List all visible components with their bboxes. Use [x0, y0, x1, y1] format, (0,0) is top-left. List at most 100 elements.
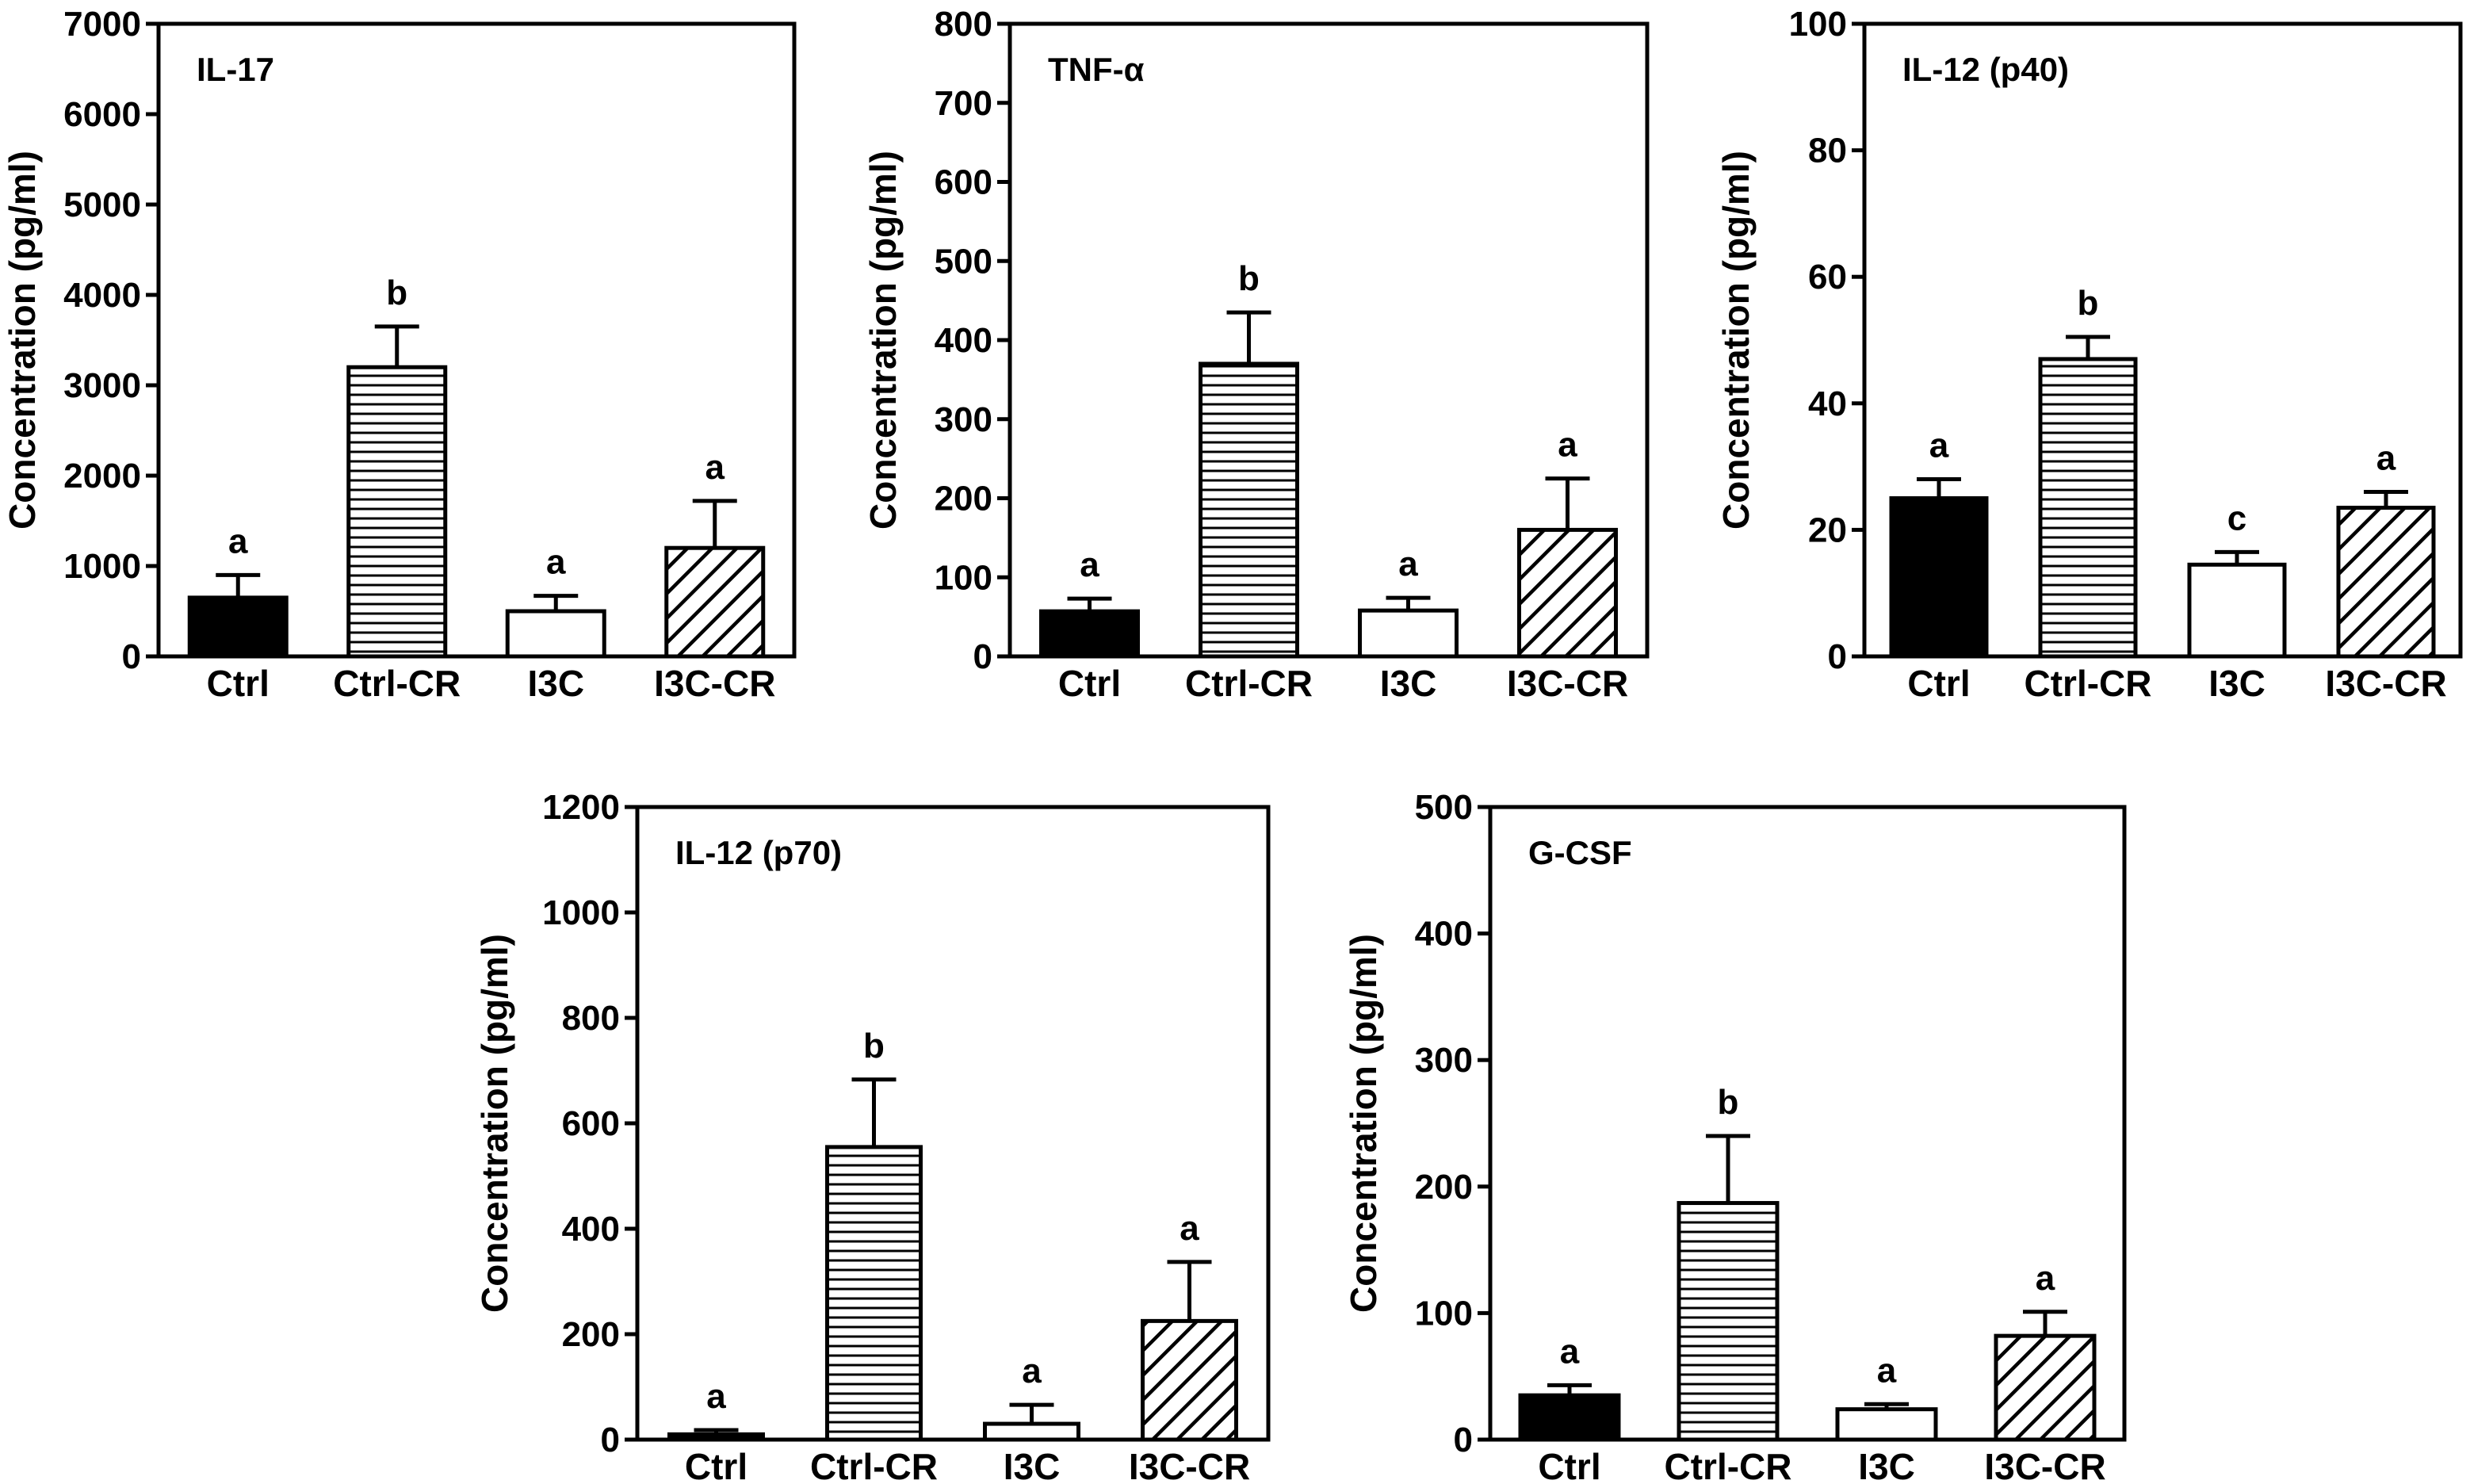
significance-letter: b	[863, 1027, 885, 1065]
significance-letter: a	[706, 1377, 726, 1416]
y-tick-label: 100	[1789, 5, 1847, 44]
significance-letter: a	[2036, 1259, 2055, 1298]
significance-letter: a	[1877, 1351, 1897, 1390]
x-category-label: Ctrl	[1058, 663, 1121, 704]
y-tick-label: 0	[1828, 637, 1847, 676]
x-category-label: Ctrl	[1538, 1446, 1600, 1484]
y-tick-label: 700	[935, 84, 992, 123]
x-category-label: I3C	[1380, 663, 1437, 704]
y-tick-label: 500	[935, 242, 992, 281]
bar-ctrl-cr	[1677, 1201, 1780, 1442]
bar-i3c	[983, 1421, 1080, 1442]
x-category-label: I3C-CR	[1129, 1446, 1250, 1484]
significance-letter: a	[1080, 545, 1099, 584]
y-axis-label: Concentration (pg/ml)	[1715, 151, 1757, 530]
x-category-label: Ctrl-CR	[810, 1446, 938, 1484]
bar-ctrl	[1889, 496, 1989, 659]
y-axis-label: Concentration (pg/ml)	[2, 151, 43, 530]
y-tick-label: 80	[1808, 132, 1847, 170]
x-category-label: Ctrl-CR	[333, 663, 461, 704]
y-tick-label: 400	[1415, 915, 1473, 954]
panel-il17: 0 1000 2000 3000 4000 5000 6000 7000 Concentrati…	[2, 5, 797, 704]
y-tick-label: 1200	[542, 788, 620, 827]
y-tick-label: 40	[1808, 384, 1847, 423]
y-tick-label: 200	[562, 1315, 620, 1354]
x-category-label: Ctrl-CR	[2025, 663, 2152, 704]
significance-letter: b	[1718, 1083, 1739, 1122]
y-tick-label: 800	[935, 5, 992, 44]
panel-tnfa: 0 100 200 300 400 500 600 700 800 Concentration (…	[862, 5, 1650, 704]
significance-letter: a	[1558, 426, 1577, 465]
bar-i3c-cr	[664, 545, 766, 659]
y-tick-label: 200	[935, 480, 992, 518]
x-category-label: Ctrl	[1907, 663, 1970, 704]
y-axis-label: Concentration (pg/ml)	[862, 151, 904, 530]
y-tick-label: 100	[1415, 1294, 1473, 1333]
y-tick-label: 600	[562, 1104, 620, 1143]
plot-frame	[1488, 805, 2127, 1442]
y-tick-label: 600	[935, 163, 992, 202]
significance-letter: c	[2227, 499, 2246, 537]
y-tick-label: 200	[1415, 1168, 1473, 1207]
x-category-label: I3C	[2208, 663, 2265, 704]
bar-ctrl	[667, 1432, 765, 1442]
y-tick-label: 6000	[63, 95, 141, 134]
x-category-label: I3C	[1858, 1446, 1915, 1484]
y-tick-label: 300	[935, 400, 992, 439]
y-tick-label: 500	[1415, 788, 1473, 827]
y-tick-label: 300	[1415, 1041, 1473, 1080]
y-tick-label: 7000	[63, 5, 141, 44]
x-category-label: Ctrl-CR	[1665, 1446, 1792, 1484]
significance-letter: b	[1238, 259, 1260, 298]
significance-letter: a	[705, 448, 725, 487]
significance-letter: a	[1180, 1209, 1199, 1248]
x-category-label: I3C-CR	[1984, 1446, 2105, 1484]
x-category-label: I3C	[527, 663, 584, 704]
bar-i3c-cr	[1141, 1318, 1238, 1442]
x-category-label: I3C-CR	[1507, 663, 1628, 704]
bar-ctrl	[1039, 609, 1140, 659]
y-axis-label: Concentration (pg/ml)	[1343, 934, 1384, 1313]
x-category-label: Ctrl	[207, 663, 270, 704]
x-category-label: I3C	[1004, 1446, 1061, 1484]
y-tick-label: 3000	[63, 366, 141, 405]
panel-il12p40: 0 20 40 60 80 100 Concentration (pg/ml) IL-12 (…	[1715, 5, 2463, 704]
bar-i3c	[2187, 562, 2287, 659]
bar-i3c-cr	[2336, 505, 2436, 659]
bar-ctrl-cr	[825, 1145, 923, 1442]
y-tick-label: 1000	[542, 893, 620, 932]
significance-letter: b	[2078, 284, 2099, 323]
y-tick-label: 0	[601, 1421, 620, 1459]
x-category-label: I3C-CR	[654, 663, 775, 704]
significance-letter: a	[1022, 1352, 1042, 1390]
significance-letter: a	[546, 543, 566, 582]
y-tick-label: 20	[1808, 511, 1847, 549]
significance-letter: a	[228, 522, 248, 560]
y-tick-label: 400	[935, 321, 992, 360]
y-axis-label: Concentration (pg/ml)	[474, 934, 515, 1313]
y-tick-label: 5000	[63, 186, 141, 224]
panel-title: IL-12 (p40)	[1902, 51, 2069, 88]
x-category-label: Ctrl	[685, 1446, 748, 1484]
significance-letter: a	[1929, 426, 1949, 465]
significance-letter: a	[1398, 545, 1418, 583]
bar-ctrl-cr	[2038, 357, 2138, 659]
y-tick-label: 2000	[63, 457, 141, 495]
significance-letter: b	[386, 273, 407, 312]
bar-ctrl-cr	[1199, 361, 1299, 659]
y-tick-label: 0	[122, 637, 141, 676]
bar-i3c	[1835, 1407, 1938, 1442]
panel-title: IL-17	[197, 51, 274, 88]
y-tick-label: 800	[562, 999, 620, 1038]
x-category-label: Ctrl-CR	[1185, 663, 1313, 704]
y-tick-label: 100	[935, 558, 992, 597]
bar-i3c	[505, 609, 606, 659]
panel-title: G-CSF	[1528, 834, 1632, 871]
bar-ctrl-cr	[346, 365, 448, 659]
panel-title: IL-12 (p70)	[675, 834, 842, 871]
y-tick-label: 4000	[63, 276, 141, 315]
bar-i3c-cr	[1994, 1333, 2097, 1442]
panel-title: TNF-α	[1048, 51, 1145, 88]
bar-i3c	[1358, 608, 1459, 659]
bar-i3c-cr	[1517, 527, 1618, 659]
